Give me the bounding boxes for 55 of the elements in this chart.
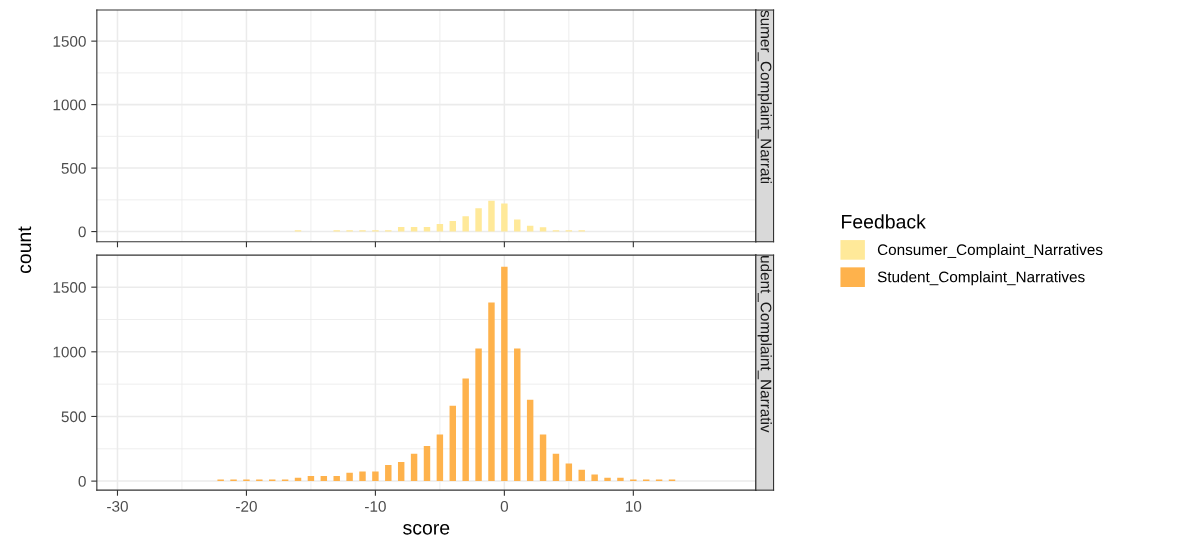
bar: [539, 227, 547, 232]
x-axis-title: score: [403, 524, 450, 535]
bar: [423, 445, 431, 482]
bar: [539, 434, 547, 482]
bar: [423, 227, 431, 232]
bar: [526, 225, 534, 232]
bar: [514, 348, 521, 482]
bar: [475, 208, 482, 232]
bar: [436, 434, 444, 482]
y-tick-label: 0: [78, 475, 86, 487]
bar: [591, 474, 598, 482]
y-tick-label: 0: [78, 226, 86, 238]
y-tick-label: 1000: [53, 99, 86, 111]
x-tick-label: -20: [236, 500, 257, 512]
bar: [617, 477, 624, 482]
bar: [501, 266, 508, 482]
bar: [604, 477, 611, 482]
bar: [410, 453, 418, 482]
bar: [397, 461, 405, 482]
legend-label: Consumer_Complaint_Narratives: [877, 243, 1103, 259]
y-axis-title: count: [18, 226, 32, 274]
x-tick-label: 10: [625, 500, 642, 512]
bar: [385, 465, 392, 482]
bar: [320, 476, 328, 482]
bar: [462, 378, 469, 482]
bar: [552, 453, 560, 482]
legend-label: Student_Complaint_Narratives: [877, 271, 1085, 286]
bar: [372, 471, 379, 482]
bar: [410, 227, 418, 232]
bar: [449, 405, 456, 482]
legend-title: Feedback: [842, 214, 926, 229]
x-tick-label: -10: [365, 500, 386, 512]
bar: [449, 221, 456, 232]
bar: [501, 203, 508, 232]
bar: [514, 219, 521, 232]
bar: [565, 463, 573, 482]
x-tick-label: 0: [500, 500, 509, 512]
bar: [359, 471, 366, 482]
y-tick-label: 1500: [53, 282, 86, 293]
bar: [475, 348, 482, 482]
y-tick-label: 1000: [53, 346, 86, 358]
bar: [307, 476, 315, 482]
bar: [488, 200, 495, 232]
bar: [462, 216, 469, 232]
bar: [526, 399, 534, 482]
y-tick-label: 500: [61, 411, 86, 423]
bar: [488, 302, 495, 482]
bar: [436, 224, 444, 232]
x-tick-label: -30: [107, 500, 128, 512]
y-tick-label: 500: [61, 162, 86, 174]
bar: [333, 476, 340, 482]
bar: [397, 227, 405, 232]
bar: [578, 469, 585, 482]
bar: [346, 472, 353, 482]
y-tick-label: 1500: [53, 36, 86, 47]
